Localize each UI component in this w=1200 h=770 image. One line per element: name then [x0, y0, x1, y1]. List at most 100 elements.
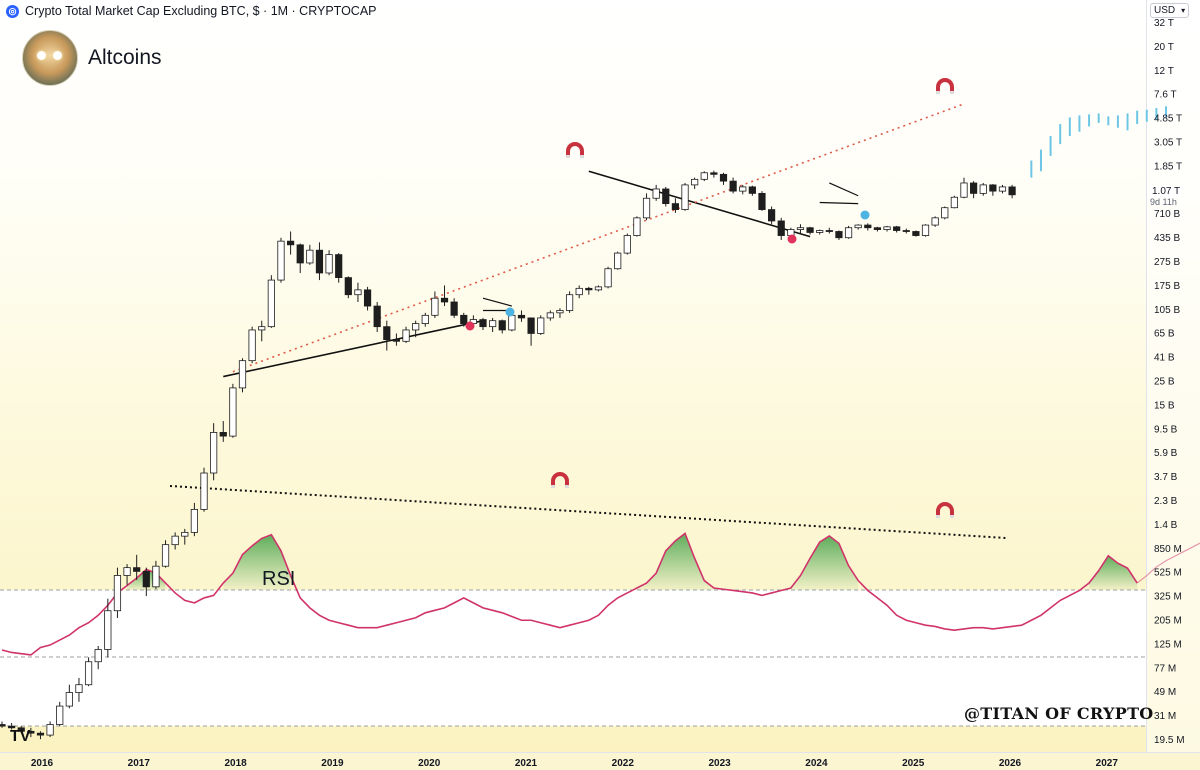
candle-body	[65, 692, 73, 707]
candle-body	[363, 289, 372, 307]
candle-body	[450, 301, 458, 316]
last-price-label: 1.07 T	[1150, 186, 1183, 197]
y-tick-label: 3.05 T	[1154, 138, 1182, 149]
flag-line	[819, 201, 859, 205]
magnet-icon	[551, 472, 569, 488]
candle-body	[402, 329, 410, 342]
candle-body	[864, 224, 872, 229]
candle-body	[816, 230, 824, 233]
blue-dot-marker-icon	[505, 307, 515, 317]
candle-body	[921, 224, 930, 236]
candle-body	[989, 184, 997, 192]
candle-body	[825, 230, 833, 232]
y-tick-label: 850 M	[1154, 544, 1182, 555]
candle-body	[460, 314, 468, 324]
y-tick-label: 65 B	[1154, 329, 1175, 340]
candle-body	[373, 305, 381, 328]
rsi-guide-lines	[0, 589, 1146, 727]
time-axis-panel[interactable]	[0, 752, 1200, 770]
candle-body	[75, 684, 83, 693]
candle-body	[258, 326, 266, 331]
y-tick-label: 3.7 B	[1154, 472, 1178, 483]
y-tick-label: 2.3 B	[1154, 496, 1178, 507]
candle-body	[238, 360, 247, 389]
rsi-line-group	[1, 532, 1200, 656]
candle-body	[277, 240, 285, 281]
avatar-portrait-icon	[22, 30, 78, 86]
y-tick-label: 435 B	[1154, 233, 1180, 244]
rsi-label: RSI	[262, 568, 296, 590]
candle-body	[893, 226, 901, 231]
candle-body	[210, 432, 218, 474]
y-tick-label: 205 M	[1154, 616, 1182, 627]
candle-body	[970, 182, 978, 194]
blue-dot-marker-icon	[860, 210, 870, 220]
red-dot-marker-icon	[465, 321, 475, 331]
y-tick-label: 41 B	[1154, 353, 1175, 364]
candle-body	[902, 230, 910, 232]
y-tick-label: 12 T	[1154, 66, 1174, 77]
y-tick-label: 1.85 T	[1154, 161, 1182, 172]
x-tick-label: 2019	[321, 758, 344, 769]
y-tick-label: 7.6 T	[1154, 90, 1177, 101]
x-tick-label: 2021	[515, 758, 538, 769]
candle-body	[777, 220, 785, 236]
resistance-line	[232, 103, 965, 373]
candle-body	[960, 182, 968, 198]
flag-line	[829, 182, 859, 197]
candle-body	[8, 725, 16, 729]
candle-body	[161, 544, 170, 567]
candle-body	[950, 196, 958, 209]
price-axis-panel[interactable]	[1146, 0, 1200, 752]
x-tick-label: 2025	[902, 758, 925, 769]
candle-body	[748, 186, 756, 194]
symbol-header[interactable]: ◎ Crypto Total Market Cap Excluding BTC,…	[0, 0, 377, 22]
y-tick-label: 275 B	[1154, 257, 1180, 268]
candle-body	[248, 329, 256, 362]
platform-logo[interactable]: TV	[10, 728, 31, 745]
candle-body	[56, 705, 64, 725]
candle-body	[604, 268, 612, 288]
chevron-down-icon: ▾	[1181, 6, 1186, 15]
y-tick-label: 77 M	[1154, 663, 1176, 674]
candle-body	[691, 178, 699, 186]
candle-body	[614, 252, 622, 270]
y-tick-label: 4.85 T	[1154, 114, 1182, 125]
candle-body	[671, 203, 680, 210]
candle-body	[758, 192, 766, 210]
candle-body	[104, 610, 112, 650]
avatar-eye-left	[37, 51, 46, 60]
y-tick-label: 9.5 B	[1154, 424, 1178, 435]
candle-body	[113, 575, 122, 612]
watermark: @TITAN OF CRYPTO	[964, 704, 1154, 723]
candle-body	[123, 567, 131, 576]
candle-body	[517, 314, 526, 319]
candle-body	[440, 297, 449, 303]
rsi-trendline	[169, 485, 1007, 539]
candle-body	[565, 294, 574, 311]
candle-body	[710, 172, 718, 175]
rsi-overbought-fill	[223, 534, 291, 590]
rsi-overbought-fill	[1089, 555, 1138, 590]
candle-body	[286, 240, 295, 246]
candle-body	[537, 317, 545, 334]
trendline-group	[169, 103, 1007, 539]
candle-body	[729, 180, 737, 192]
crypto-coin-icon: ◎	[6, 4, 19, 18]
currency-selector[interactable]: USD ▾	[1150, 3, 1190, 18]
candle-body	[508, 314, 516, 331]
candle-body	[662, 188, 670, 204]
y-tick-label: 710 B	[1154, 209, 1180, 220]
candle-body	[0, 724, 6, 727]
candle-body	[768, 209, 776, 222]
candle-body	[142, 571, 150, 588]
price-axis-ticks: 32 T20 T12 T7.6 T4.85 T3.05 T1.85 T1.07 …	[1154, 18, 1185, 746]
magnet-icon	[936, 78, 954, 94]
rsi-overbought-fill	[636, 533, 724, 590]
rsi-projection-line	[1136, 542, 1200, 584]
candle-body	[912, 231, 920, 236]
candle-body	[84, 661, 93, 686]
x-tick-label: 2016	[31, 758, 54, 769]
candle-body	[219, 432, 227, 437]
